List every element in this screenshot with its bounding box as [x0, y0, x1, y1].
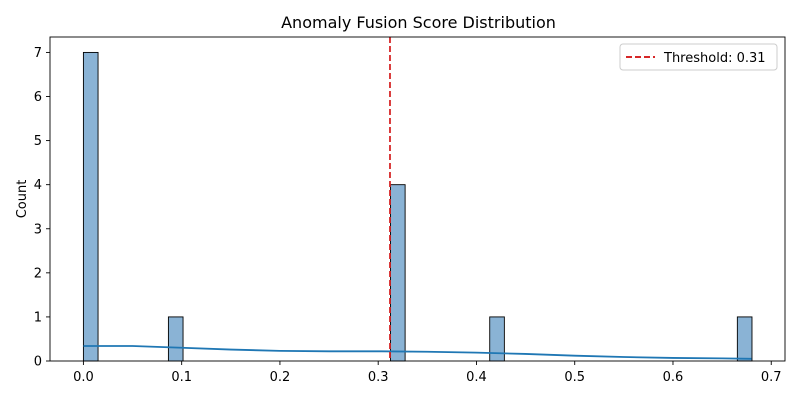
x-tick-label: 0.0: [73, 370, 94, 385]
axes-frame: [49, 36, 786, 362]
x-tick-label: 0.2: [270, 370, 291, 385]
histogram-bar-2: [390, 184, 406, 362]
chart-title: Anomaly Fusion Score Distribution: [281, 13, 556, 32]
legend: Threshold: 0.31: [619, 43, 778, 71]
y-tick-label: 6: [34, 90, 42, 105]
histogram-bar-3: [489, 316, 505, 362]
y-tick-label: 1: [34, 310, 42, 325]
y-tick-label: 3: [34, 222, 42, 237]
x-tick-label: 0.7: [761, 370, 782, 385]
x-tick-label: 0.4: [466, 370, 487, 385]
y-axis-label: Count: [15, 180, 30, 219]
plot-area: 0.0 0.1 0.2 0.3 0.4 0.5 0.6 0.7 0 1 2 3 4 5 6 7: [34, 36, 786, 385]
histogram-bar-4: [736, 316, 753, 362]
y-tick-label: 5: [34, 134, 42, 149]
y-tick-label: 2: [34, 266, 42, 281]
y-tick-label: 0: [34, 355, 42, 370]
legend-box: [619, 43, 778, 71]
histogram-bar-1: [167, 316, 184, 362]
kde-line: [83, 345, 752, 360]
y-tick-label: 4: [34, 178, 42, 193]
legend-threshold-label: Threshold: 0.31: [663, 51, 766, 66]
y-tick-label: 7: [34, 46, 42, 61]
x-tick-label: 0.3: [368, 370, 389, 385]
x-tick-label: 0.5: [564, 370, 585, 385]
x-tick-label: 0.6: [663, 370, 684, 385]
histogram-bar-0: [82, 51, 99, 362]
x-tick-label: 0.1: [171, 370, 192, 385]
